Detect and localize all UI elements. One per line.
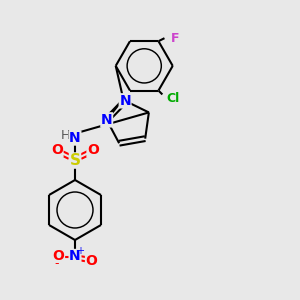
Text: O: O bbox=[87, 143, 99, 157]
Text: N: N bbox=[101, 113, 112, 127]
Text: N: N bbox=[69, 131, 81, 145]
Text: +: + bbox=[76, 246, 84, 256]
Text: O: O bbox=[51, 143, 63, 157]
Text: O: O bbox=[52, 250, 64, 263]
Text: N: N bbox=[69, 250, 81, 263]
Text: F: F bbox=[170, 32, 179, 45]
Text: Cl: Cl bbox=[166, 92, 179, 105]
Text: S: S bbox=[70, 153, 80, 168]
Text: -: - bbox=[55, 256, 59, 270]
Text: O: O bbox=[85, 254, 98, 268]
Text: N: N bbox=[119, 94, 131, 108]
Text: H: H bbox=[61, 129, 70, 142]
